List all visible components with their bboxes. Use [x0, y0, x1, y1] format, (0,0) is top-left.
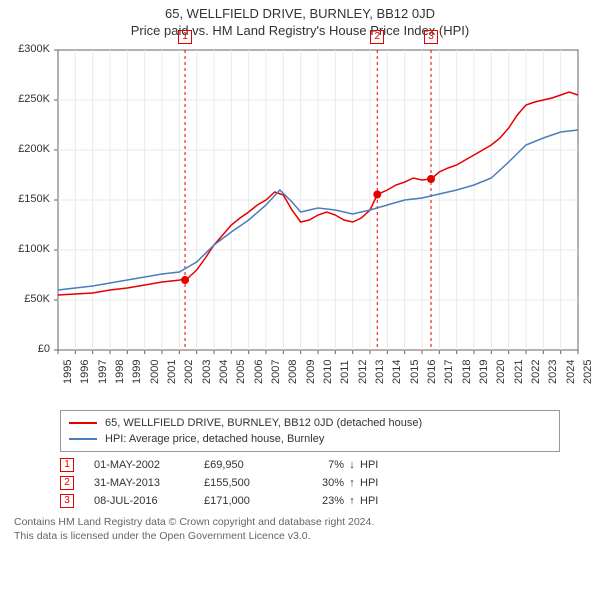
footer: Contains HM Land Registry data © Crown c…	[14, 516, 590, 543]
chart-title: 65, WELLFIELD DRIVE, BURNLEY, BB12 0JD	[0, 0, 600, 21]
sale-arrow-icon: ↑	[344, 495, 360, 507]
x-tick-label: 2020	[495, 360, 507, 384]
sale-marker-box: 1	[60, 458, 74, 472]
x-tick-label: 2014	[391, 360, 403, 384]
legend: 65, WELLFIELD DRIVE, BURNLEY, BB12 0JD (…	[60, 410, 560, 452]
x-tick-label: 2021	[513, 360, 525, 384]
chart-subtitle: Price paid vs. HM Land Registry's House …	[0, 21, 600, 42]
y-tick-label: £0	[10, 343, 50, 355]
y-tick-label: £250K	[10, 93, 50, 105]
sale-row-3: 3 08-JUL-2016£171,00023%↑HPI	[60, 494, 600, 508]
y-tick-label: £50K	[10, 293, 50, 305]
x-tick-label: 2011	[339, 360, 351, 384]
sale-marker-box: 3	[60, 494, 74, 508]
legend-swatch	[69, 438, 97, 440]
x-tick-label: 2015	[409, 360, 421, 384]
sale-price: £171,000	[204, 495, 294, 507]
x-tick-label: 2013	[374, 360, 386, 384]
legend-item-1: HPI: Average price, detached house, Burn…	[69, 431, 551, 447]
sale-pct: 30%	[294, 477, 344, 489]
x-tick-label: 2004	[218, 360, 230, 384]
x-tick-label: 2019	[478, 360, 490, 384]
y-tick-label: £200K	[10, 143, 50, 155]
legend-label: HPI: Average price, detached house, Burn…	[105, 433, 324, 445]
x-tick-label: 1998	[114, 360, 126, 384]
x-tick-label: 2025	[582, 360, 594, 384]
x-tick-label: 2006	[253, 360, 265, 384]
x-tick-label: 2010	[322, 360, 334, 384]
x-tick-label: 2005	[235, 360, 247, 384]
x-tick-label: 1995	[62, 360, 74, 384]
x-tick-label: 2012	[357, 360, 369, 384]
x-tick-label: 1996	[79, 360, 91, 384]
sale-hpi-label: HPI	[360, 459, 390, 471]
x-tick-label: 1999	[131, 360, 143, 384]
x-tick-label: 2003	[201, 360, 213, 384]
x-tick-label: 2001	[166, 360, 178, 384]
y-tick-label: £300K	[10, 43, 50, 55]
legend-item-0: 65, WELLFIELD DRIVE, BURNLEY, BB12 0JD (…	[69, 415, 551, 431]
x-tick-label: 2007	[270, 360, 282, 384]
x-tick-label: 2009	[305, 360, 317, 384]
x-tick-label: 2024	[565, 360, 577, 384]
x-tick-label: 2018	[461, 360, 473, 384]
x-tick-label: 2008	[287, 360, 299, 384]
sale-date: 31-MAY-2013	[94, 477, 204, 489]
x-tick-label: 2017	[443, 360, 455, 384]
x-tick-label: 2002	[183, 360, 195, 384]
x-tick-label: 1997	[97, 360, 109, 384]
sale-date: 01-MAY-2002	[94, 459, 204, 471]
sale-row-1: 1 01-MAY-2002£69,9507%↓HPI	[60, 458, 600, 472]
footer-line2: This data is licensed under the Open Gov…	[14, 530, 590, 544]
sale-pct: 7%	[294, 459, 344, 471]
sales-table: 101-MAY-2002£69,9507%↓HPI231-MAY-2013£15…	[0, 458, 600, 508]
sale-row-2: 2 31-MAY-2013£155,50030%↑HPI	[60, 476, 600, 490]
x-tick-label: 2016	[426, 360, 438, 384]
y-tick-label: £150K	[10, 193, 50, 205]
x-tick-label: 2000	[149, 360, 161, 384]
legend-swatch	[69, 422, 97, 424]
sale-marker-box: 2	[60, 476, 74, 490]
sale-arrow-icon: ↑	[344, 477, 360, 489]
sale-date: 08-JUL-2016	[94, 495, 204, 507]
sale-hpi-label: HPI	[360, 495, 390, 507]
legend-label: 65, WELLFIELD DRIVE, BURNLEY, BB12 0JD (…	[105, 417, 422, 429]
chart-svg	[10, 42, 590, 402]
sale-pct: 23%	[294, 495, 344, 507]
sale-hpi-label: HPI	[360, 477, 390, 489]
sale-marker-2: 2	[370, 30, 384, 44]
sale-price: £69,950	[204, 459, 294, 471]
y-tick-label: £100K	[10, 243, 50, 255]
x-tick-label: 2022	[530, 360, 542, 384]
footer-line1: Contains HM Land Registry data © Crown c…	[14, 516, 590, 530]
chart-container: 65, WELLFIELD DRIVE, BURNLEY, BB12 0JD P…	[0, 0, 600, 590]
chart-area: £0 £50K £100K £150K £200K £250K £300K 1995 1996…	[10, 42, 590, 402]
sale-price: £155,500	[204, 477, 294, 489]
sale-arrow-icon: ↓	[344, 459, 360, 471]
sale-marker-1: 1	[178, 30, 192, 44]
sale-marker-3: 3	[424, 30, 438, 44]
x-tick-label: 2023	[547, 360, 559, 384]
